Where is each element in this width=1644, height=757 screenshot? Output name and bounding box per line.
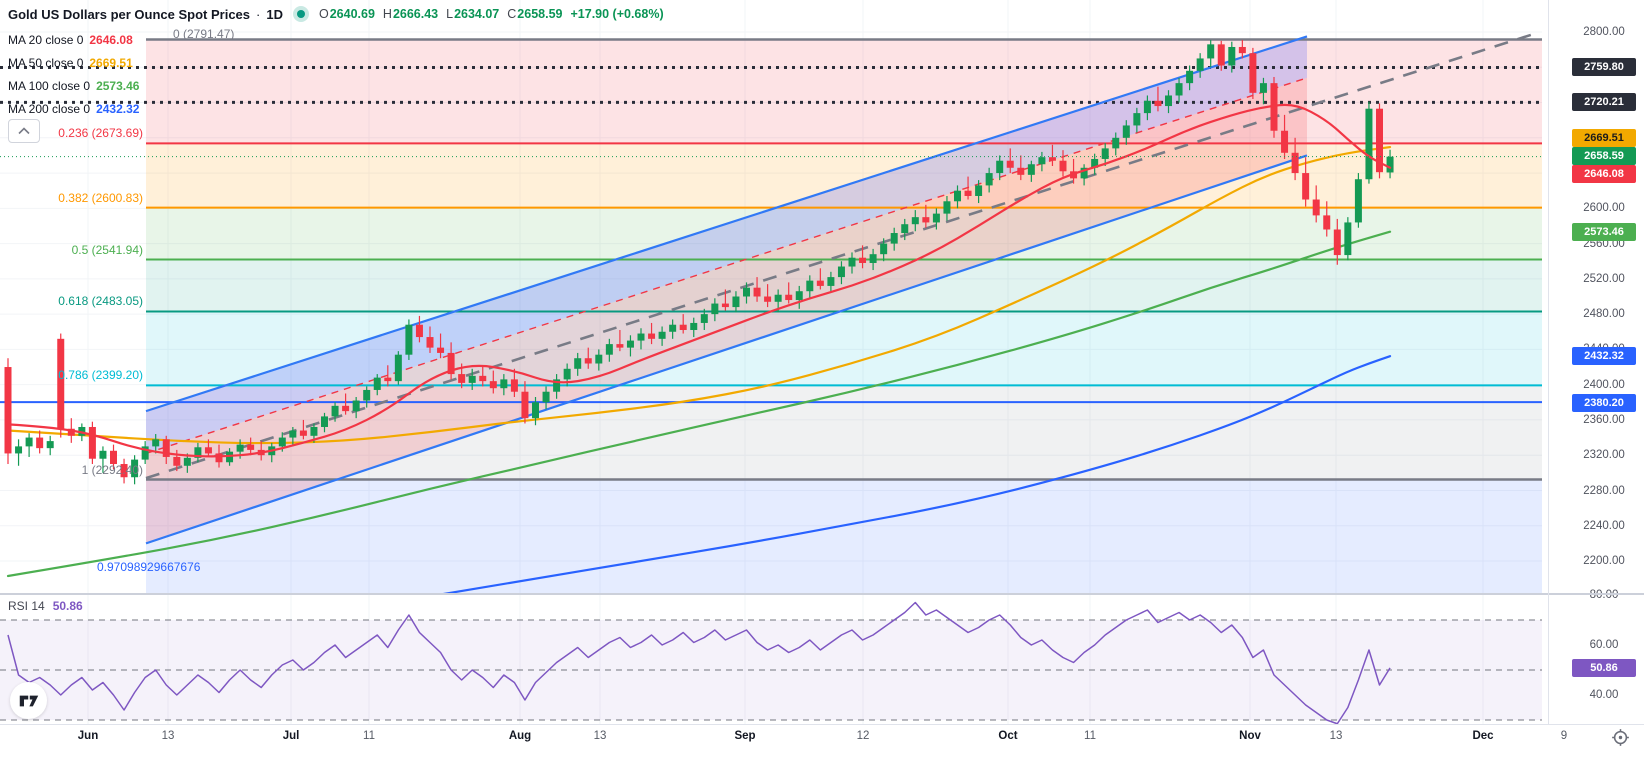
indicator-row-ma50[interactable]: MA 50 close 0 2669.51 xyxy=(8,51,133,74)
price-axis-label: 2520.00 xyxy=(1583,273,1625,285)
indicator-row-ma20[interactable]: MA 20 close 0 2646.08 xyxy=(8,28,133,51)
time-axis-label: 13 xyxy=(1329,730,1343,742)
fib-label-0.236: 0.236 (2673.69) xyxy=(58,126,143,141)
price-axis-label: 60.00 xyxy=(1589,639,1619,651)
time-axis-label: 11 xyxy=(363,730,375,742)
price-axis-label: 2560.00 xyxy=(1583,238,1625,250)
indicator-value: 2646.08 xyxy=(89,32,133,47)
indicator-label: MA 100 close 0 xyxy=(8,78,91,93)
time-axis-label: 9 xyxy=(1560,730,1568,742)
fib-label-1: 1 (2292.40) xyxy=(81,462,143,477)
fib-label-0.5: 0.5 (2541.94) xyxy=(71,242,143,257)
fib-label-0.786: 0.786 (2399.20) xyxy=(58,368,143,383)
price-axis-label: 2320.00 xyxy=(1583,449,1625,461)
timeframe-label[interactable]: 1D xyxy=(266,6,283,22)
price-axis-separator xyxy=(1548,0,1549,725)
time-axis-label: Aug xyxy=(508,730,532,742)
symbol-legend[interactable]: Gold US Dollars per Ounce Spot Prices · … xyxy=(8,6,664,22)
rsi-value: 50.86 xyxy=(52,599,83,613)
indicator-label: MA 20 close 0 xyxy=(8,32,84,47)
price-axis-badge: 2658.59 xyxy=(1572,147,1636,165)
time-axis-label: Nov xyxy=(1239,730,1261,742)
time-axis-label: 13 xyxy=(593,730,607,742)
close-value: 2658.59 xyxy=(517,7,563,21)
time-axis-label: 11 xyxy=(1084,730,1096,742)
tradingview-logo[interactable] xyxy=(10,682,47,719)
fib-label-0.382: 0.382 (2600.83) xyxy=(58,190,143,205)
price-axis-label: 2200.00 xyxy=(1583,555,1625,567)
price-axis-badge: 2646.08 xyxy=(1572,165,1636,183)
price-axis-label: 40.00 xyxy=(1589,689,1619,701)
low-value: 2634.07 xyxy=(454,7,500,21)
price-axis-label: 2600.00 xyxy=(1583,202,1625,214)
price-axis-badge: 2669.51 xyxy=(1572,129,1636,147)
indicator-value: 2669.51 xyxy=(89,55,133,70)
rsi-label: RSI 14 xyxy=(8,599,45,613)
price-axis-badge: 2759.80 xyxy=(1572,58,1636,76)
rsi-legend[interactable]: RSI 14 50.86 xyxy=(8,599,83,613)
title-separator: · xyxy=(256,6,261,22)
price-axis-badge: 2720.21 xyxy=(1572,93,1636,111)
price-axis-label: 2360.00 xyxy=(1583,414,1625,426)
chevron-up-icon xyxy=(18,127,30,135)
market-status-icon xyxy=(292,6,309,22)
price-axis-badge: 2432.32 xyxy=(1572,347,1636,365)
symbol-title[interactable]: Gold US Dollars per Ounce Spot Prices xyxy=(8,6,251,22)
collapse-indicators-button[interactable] xyxy=(8,119,40,143)
indicator-value: 2573.46 xyxy=(96,78,140,93)
ohlc-values: O2640.69 H2666.43 L2634.07 C2658.59 +17.… xyxy=(318,7,664,21)
gear-icon xyxy=(1611,728,1629,746)
price-axis-label: 80.00 xyxy=(1589,589,1619,601)
pane-separator[interactable] xyxy=(0,593,1644,595)
price-axis-badge: 50.86 xyxy=(1572,659,1636,677)
price-axis-label: 2240.00 xyxy=(1583,520,1625,532)
price-axis-label: 2480.00 xyxy=(1583,308,1625,320)
indicator-label: MA 200 close 0 xyxy=(8,101,91,116)
open-value: 2640.69 xyxy=(329,7,375,21)
indicator-row-ma200[interactable]: MA 200 close 0 2432.32 xyxy=(8,97,139,120)
channel-ratio-label: 0.97098929667676 xyxy=(97,560,201,574)
time-axis-label: Jul xyxy=(282,730,300,742)
price-axis-badge: 2380.20 xyxy=(1572,394,1636,412)
fib-label-0: 0 (2791.47) xyxy=(173,26,235,41)
time-axis-label: Dec xyxy=(1472,730,1494,742)
time-axis-label: 12 xyxy=(856,730,870,742)
timezone-settings-button[interactable] xyxy=(1606,723,1634,751)
price-axis-label: 2280.00 xyxy=(1583,485,1625,497)
fib-label-0.618: 0.618 (2483.05) xyxy=(58,294,143,309)
time-axis-label: Sep xyxy=(734,730,756,742)
time-axis-separator xyxy=(0,724,1644,725)
price-axis-label: 2800.00 xyxy=(1583,26,1625,38)
time-axis-label: Oct xyxy=(998,730,1018,742)
price-axis-label: 2400.00 xyxy=(1583,379,1625,391)
indicator-label: MA 50 close 0 xyxy=(8,55,84,70)
time-axis-label: 13 xyxy=(161,730,175,742)
tradingview-logo-icon xyxy=(19,695,38,706)
indicator-value: 2432.32 xyxy=(96,101,140,116)
change-value: +17.90 (+0.68%) xyxy=(570,7,664,21)
price-axis-badge: 2573.46 xyxy=(1572,223,1636,241)
time-axis-label: Jun xyxy=(77,730,99,742)
indicator-row-ma100[interactable]: MA 100 close 0 2573.46 xyxy=(8,74,139,97)
high-value: 2666.43 xyxy=(392,7,439,21)
